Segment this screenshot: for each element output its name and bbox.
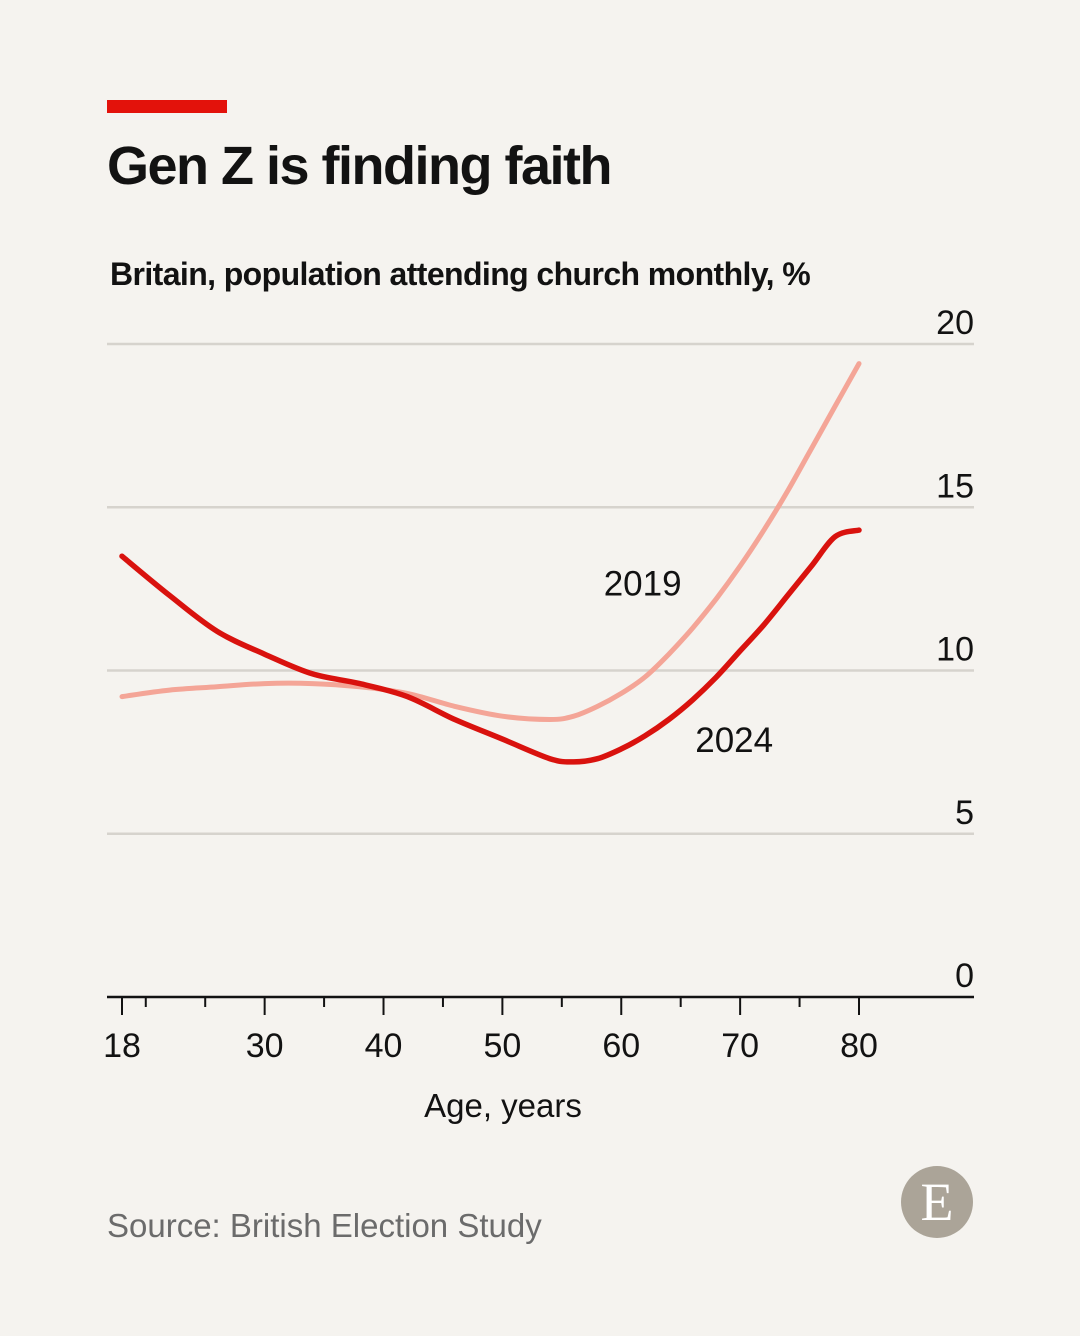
series-line-2024 [119, 527, 862, 765]
x-tick-label-30: 30 [246, 1027, 284, 1065]
x-axis-title: Age, years [424, 1087, 582, 1124]
y-tick-label-5: 5 [955, 794, 974, 832]
y-tick-label-0: 0 [955, 957, 974, 995]
series-line-2019 [119, 361, 862, 722]
y-tick-label-20: 20 [936, 304, 974, 342]
chart-subtitle: Britain, population attending church mon… [110, 256, 811, 292]
y-tick-label-15: 15 [936, 467, 974, 505]
chart-title: Gen Z is finding faith [107, 136, 612, 196]
series-labels: 2019 2024 [604, 564, 773, 760]
series-label-2024: 2024 [695, 721, 773, 760]
x-tick-label-70: 70 [721, 1027, 759, 1065]
x-axis: 18 30 40 50 60 70 80 [103, 995, 974, 1065]
y-tick-labels: 0 5 10 15 20 [936, 304, 974, 995]
x-tick-label-18: 18 [103, 1027, 141, 1065]
brand-red-bar [107, 100, 227, 113]
series-lines [119, 361, 862, 765]
x-tick-label-60: 60 [602, 1027, 640, 1065]
gridlines [107, 342, 974, 835]
x-tick-label-40: 40 [365, 1027, 403, 1065]
x-tick-label-50: 50 [483, 1027, 521, 1065]
economist-logo: E [901, 1166, 973, 1238]
source-note: Source: British Election Study [107, 1207, 542, 1244]
x-tick-label-80: 80 [840, 1027, 878, 1065]
y-tick-label-10: 10 [936, 631, 974, 669]
series-label-2019: 2019 [604, 564, 682, 603]
